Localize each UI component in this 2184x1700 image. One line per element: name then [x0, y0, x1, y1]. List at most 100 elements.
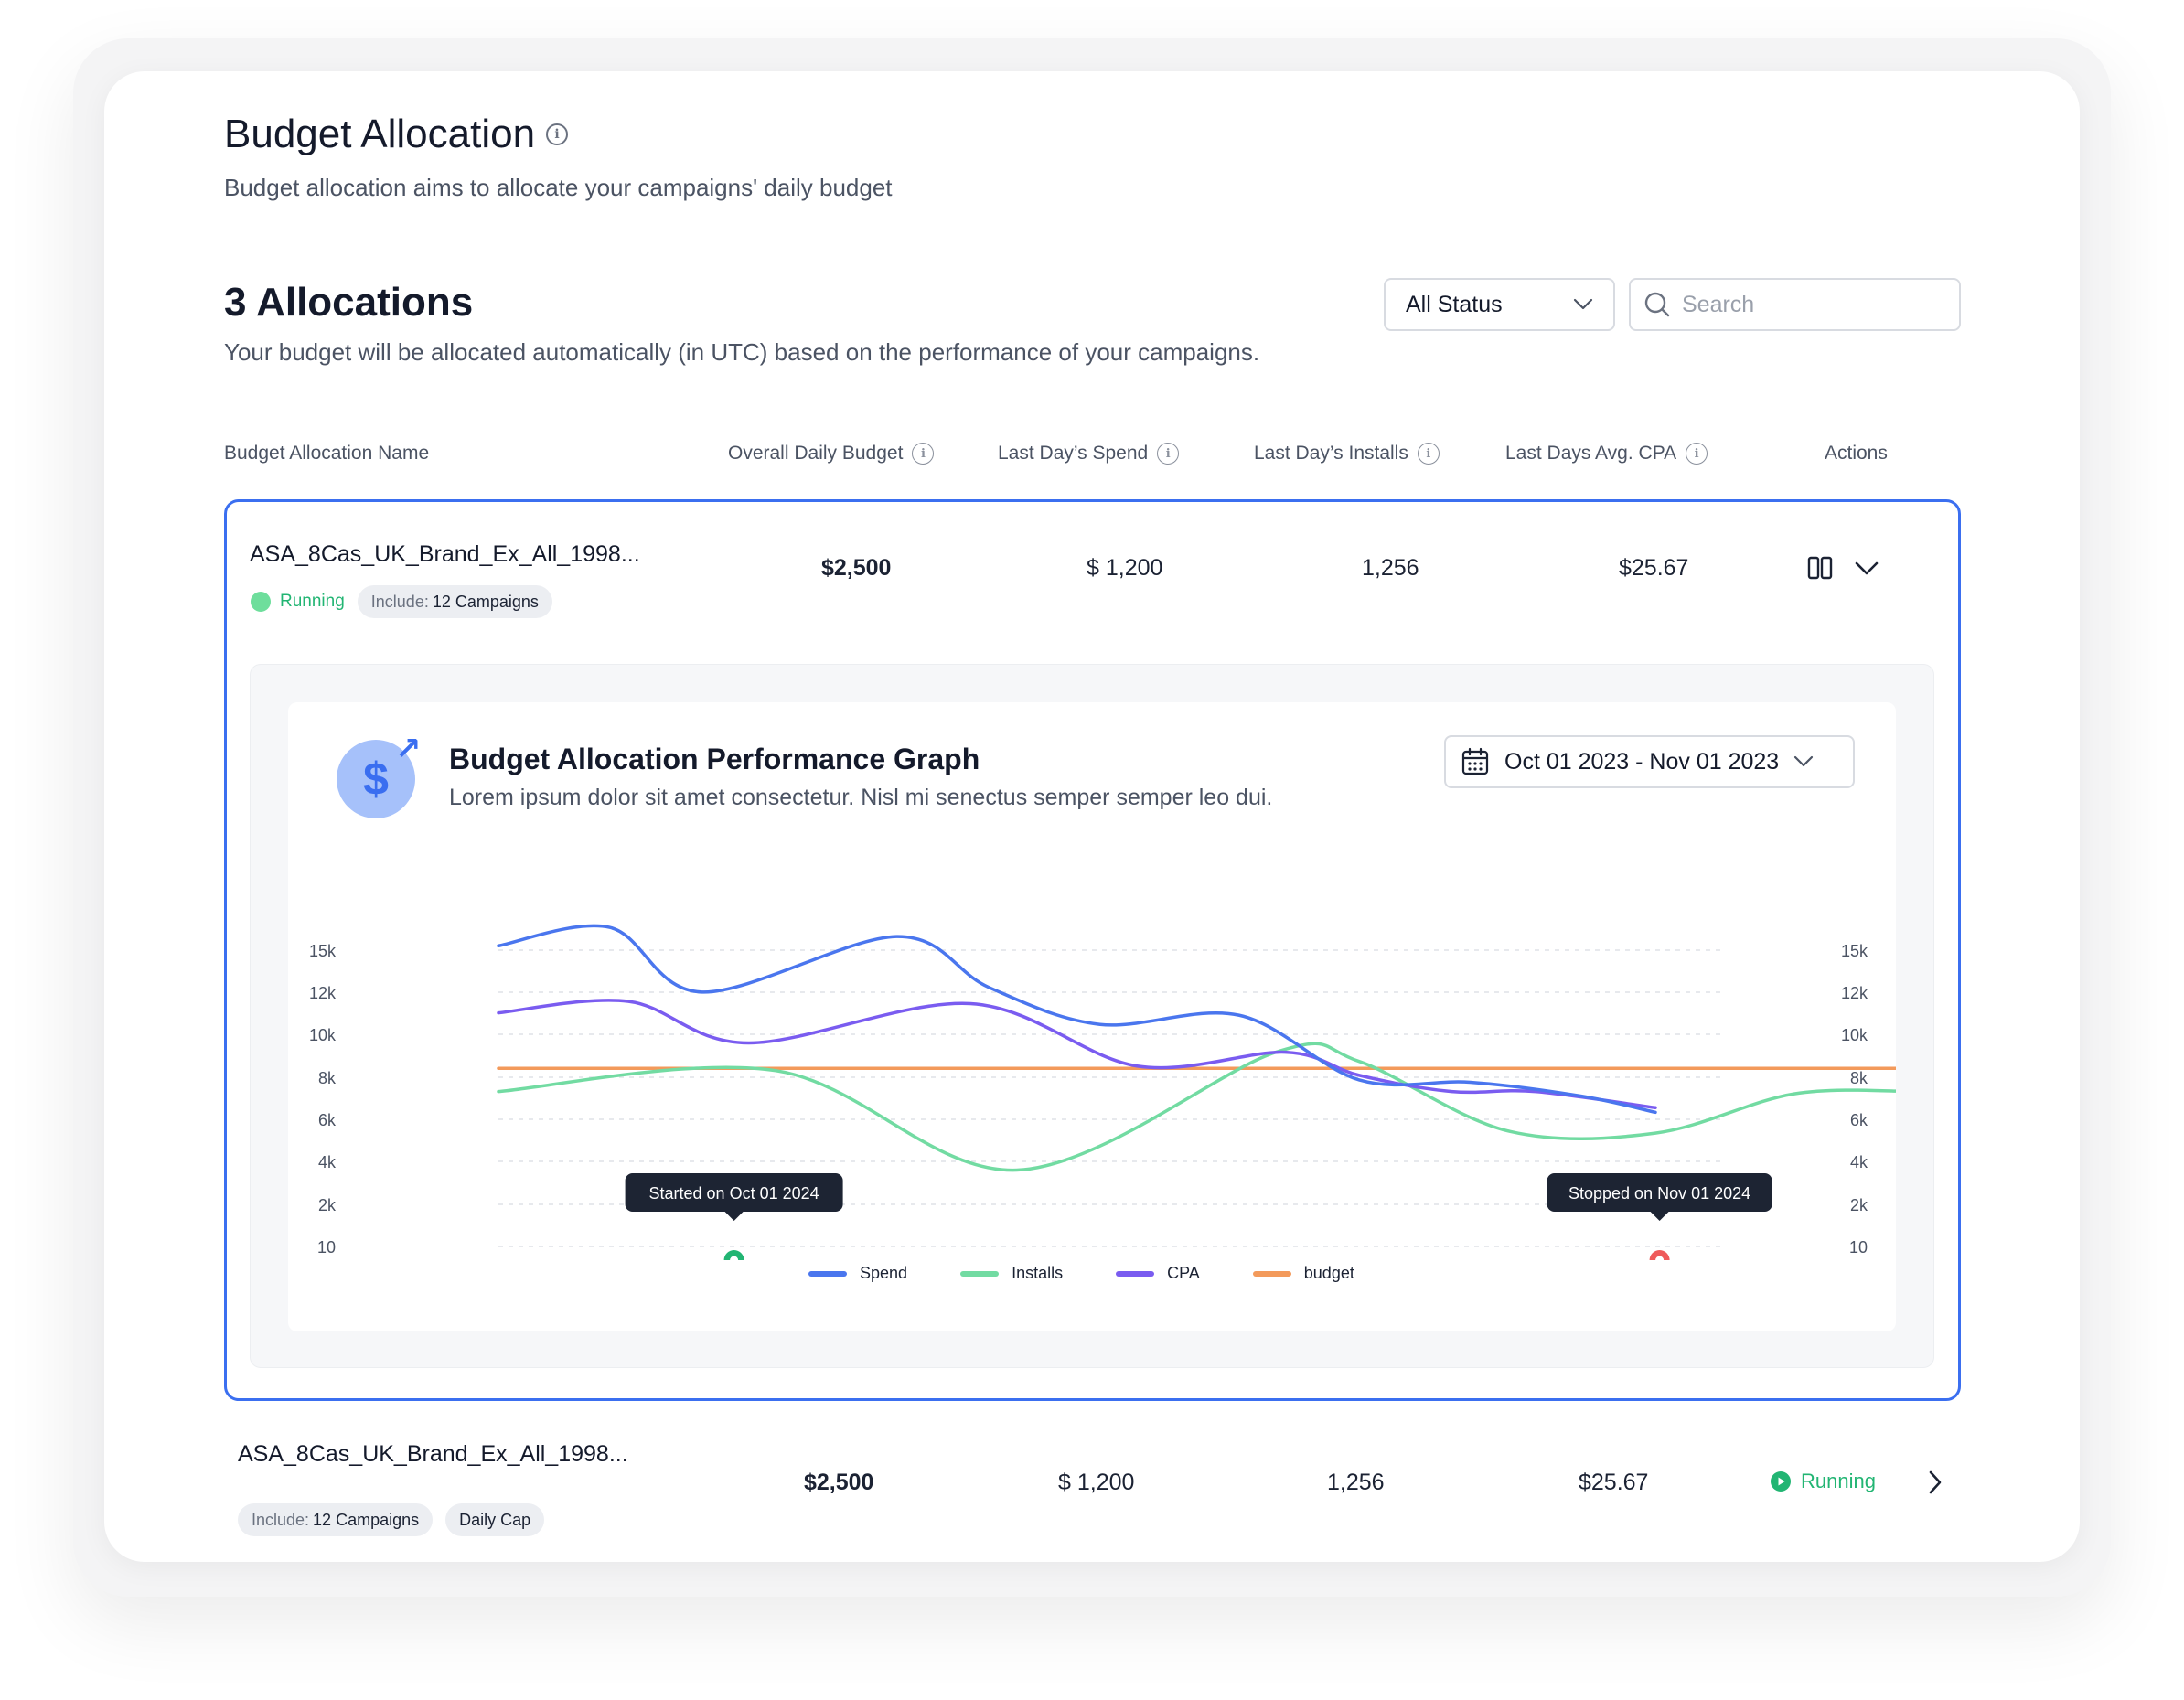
y-tick-label-left: 4k — [318, 1153, 337, 1171]
y-tick-label-left: 10k — [309, 1026, 337, 1044]
search-placeholder: Search — [1682, 291, 1755, 317]
row-name[interactable]: ASA_8Cas_UK_Brand_Ex_All_1998... — [238, 1441, 628, 1467]
legend-swatch-cpa — [1116, 1270, 1155, 1277]
column-header-daily-budget[interactable]: Overall Daily Budget i — [728, 443, 935, 465]
tooltip-arrow — [724, 1212, 744, 1221]
column-header-name-label: Budget Allocation Name — [224, 443, 430, 464]
marker-center — [1655, 1256, 1665, 1260]
legend-item-spend[interactable]: Spend — [808, 1264, 907, 1283]
column-header-name[interactable]: Budget Allocation Name — [224, 443, 429, 465]
y-tick-label-right: 6k — [1850, 1111, 1868, 1129]
include-label: Include: — [252, 1510, 310, 1529]
columns-icon[interactable] — [1807, 556, 1833, 580]
row-tags: Include: 12 Campaigns Daily Cap — [238, 1503, 545, 1536]
date-range-value: Oct 01 2023 - Nov 01 2023 — [1504, 748, 1780, 775]
stop-marker — [1649, 1250, 1670, 1260]
legend-label-cpa: CPA — [1167, 1264, 1200, 1282]
search-icon — [1644, 292, 1670, 317]
legend-label-spend: Spend — [860, 1264, 908, 1282]
row-spend: $ 1,200 — [1087, 555, 1163, 581]
info-icon[interactable]: i — [1157, 443, 1180, 465]
marker-center — [730, 1256, 739, 1260]
chart-legend: Spend Installs CPA budget — [808, 1264, 1354, 1283]
graph-title: Budget Allocation Performance Graph — [449, 743, 980, 775]
legend-item-cpa[interactable]: CPA — [1116, 1264, 1200, 1283]
row-cpa: $25.67 — [1619, 555, 1689, 581]
column-header-installs-label: Last Day’s Installs — [1254, 443, 1408, 464]
legend-swatch-spend — [808, 1270, 847, 1277]
y-tick-label-right: 4k — [1850, 1153, 1868, 1171]
series-line-installs — [497, 1042, 1896, 1172]
graph-card — [288, 702, 1896, 1331]
allocations-count: 3 Allocations — [224, 280, 474, 325]
row-name[interactable]: ASA_8Cas_UK_Brand_Ex_All_1998... — [250, 541, 640, 567]
performance-line-chart: 15k12k10k8k6k4k2k1015k12k10k8k6k4k2k1001… — [309, 924, 1896, 1260]
status-badge: Running — [1770, 1470, 1876, 1493]
row-installs: 1,256 — [1362, 555, 1419, 581]
y-tick-label-right: 15k — [1841, 942, 1868, 960]
status-badge: Running — [251, 592, 345, 612]
y-tick-label-right: 10 — [1849, 1238, 1868, 1256]
row-daily-budget: $2,500 — [821, 555, 892, 581]
include-label: Include: — [370, 592, 429, 611]
row-daily-budget: $2,500 — [804, 1470, 874, 1495]
y-tick-label-right: 8k — [1850, 1069, 1868, 1087]
status-filter-value: All Status — [1406, 291, 1503, 317]
budget-allocation-card: Budget Allocation i Budget allocation ai… — [104, 71, 2080, 1562]
row-installs: 1,256 — [1327, 1470, 1385, 1495]
status-label: Running — [1801, 1470, 1876, 1492]
column-header-cpa[interactable]: Last Days Avg. CPA i — [1505, 443, 1708, 465]
graph-subtitle: Lorem ipsum dolor sit amet consectetur. … — [449, 785, 1273, 810]
y-tick-label-left: 6k — [318, 1111, 337, 1129]
legend-item-installs[interactable]: Installs — [960, 1264, 1063, 1283]
y-tick-label-left: 10 — [317, 1238, 336, 1256]
column-header-actions: Actions — [1825, 443, 1888, 465]
arrow-up-right-icon: ↗ — [395, 732, 422, 766]
info-icon[interactable]: i — [1417, 443, 1440, 465]
row-cpa: $25.67 — [1579, 1470, 1649, 1495]
start-marker — [723, 1250, 744, 1260]
y-tick-label-right: 10k — [1841, 1026, 1868, 1044]
include-campaigns-pill: Include: 12 Campaigns — [238, 1503, 434, 1536]
y-tick-label-left: 8k — [318, 1069, 337, 1087]
legend-item-budget[interactable]: budget — [1252, 1264, 1354, 1283]
daily-cap-pill: Daily Cap — [445, 1503, 545, 1536]
search-input[interactable]: Search — [1629, 278, 1961, 331]
info-icon[interactable]: i — [1686, 443, 1708, 465]
column-header-installs[interactable]: Last Day’s Installs i — [1254, 443, 1440, 465]
legend-swatch-budget — [1252, 1270, 1291, 1277]
marker-tooltip — [625, 1173, 843, 1212]
legend-swatch-installs — [960, 1270, 1000, 1277]
legend-label-budget: budget — [1303, 1264, 1354, 1282]
chevron-down-icon — [1573, 298, 1593, 310]
calendar-icon — [1461, 747, 1489, 775]
column-header-actions-label: Actions — [1825, 443, 1888, 464]
include-value: 12 Campaigns — [432, 592, 539, 611]
series-line-cpa — [497, 999, 1657, 1110]
marker-tooltip-label: Stopped on Nov 01 2024 — [1568, 1184, 1750, 1203]
column-header-spend-label: Last Day’s Spend — [998, 443, 1149, 464]
row-spend: $ 1,200 — [1058, 1470, 1135, 1495]
y-tick-label-right: 2k — [1850, 1196, 1868, 1214]
column-header-spend[interactable]: Last Day’s Spend i — [998, 443, 1180, 465]
page-subtitle: Budget allocation aims to allocate your … — [224, 174, 893, 201]
column-header-cpa-label: Last Days Avg. CPA — [1505, 443, 1677, 464]
y-tick-label-left: 2k — [318, 1196, 337, 1214]
chevron-right-icon[interactable] — [1928, 1470, 1943, 1494]
column-header-daily-budget-label: Overall Daily Budget — [728, 443, 904, 464]
info-icon[interactable]: i — [546, 123, 569, 145]
legend-label-installs: Installs — [1012, 1264, 1064, 1282]
info-icon[interactable]: i — [912, 443, 935, 465]
chevron-down-icon[interactable] — [1855, 561, 1879, 576]
chevron-down-icon — [1794, 755, 1814, 767]
marker-tooltip — [1547, 1173, 1772, 1212]
marker-tooltip-label: Started on Oct 01 2024 — [649, 1184, 819, 1203]
tooltip-arrow — [1650, 1212, 1669, 1221]
include-value: 12 Campaigns — [313, 1510, 420, 1529]
row-tags: Running Include: 12 Campaigns — [251, 585, 552, 618]
status-filter-select[interactable]: All Status — [1384, 278, 1615, 331]
date-range-select[interactable]: Oct 01 2023 - Nov 01 2023 — [1444, 735, 1855, 788]
series-line-spend — [497, 924, 1657, 1115]
dollar-growth-icon: $ — [337, 740, 415, 818]
y-tick-label-left: 15k — [309, 942, 337, 960]
